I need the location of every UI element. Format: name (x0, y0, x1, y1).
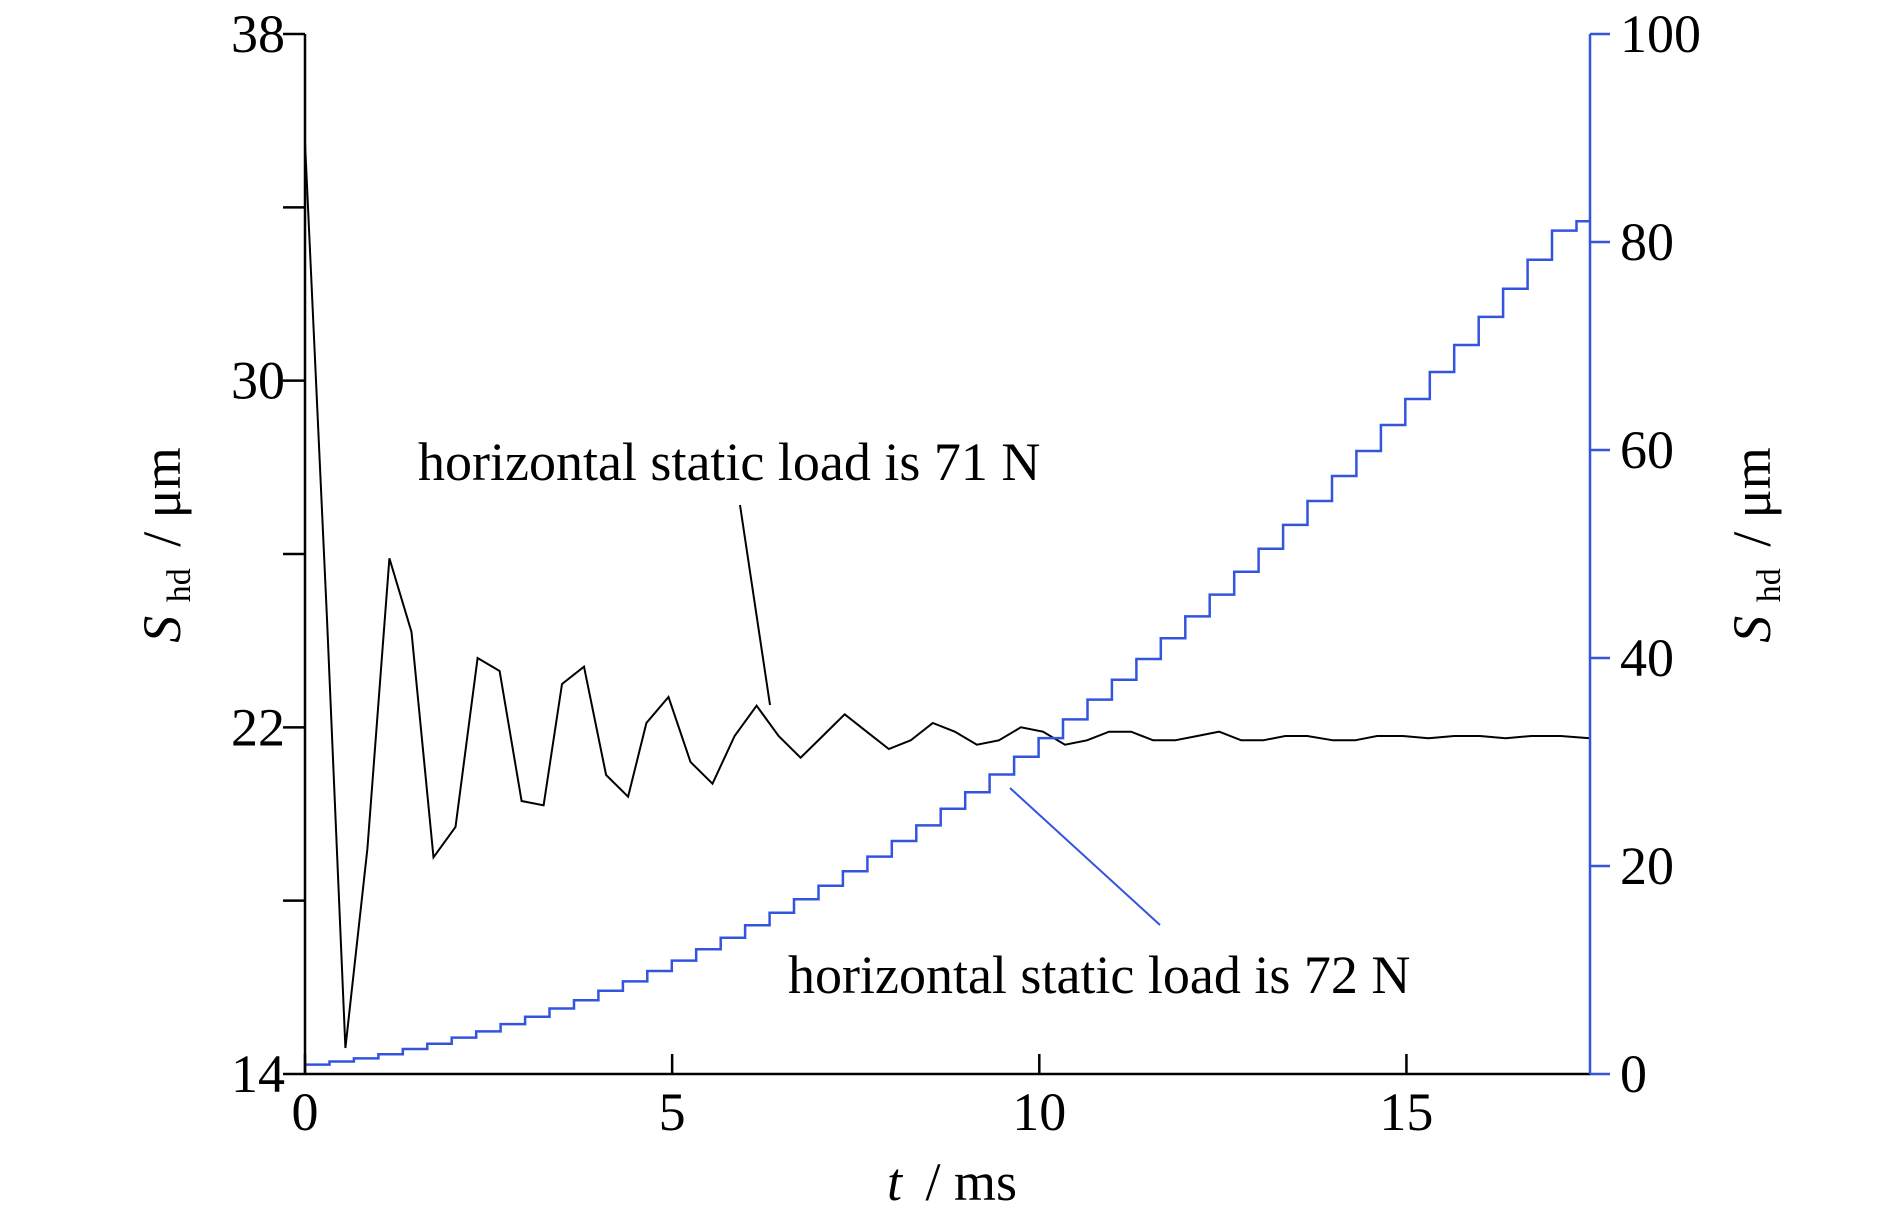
y-right-sub: hd (1751, 568, 1788, 602)
y-left-sub: hd (161, 568, 198, 602)
axes: 14 22 30 38 0 20 40 60 80 100 0 5 10 15 (231, 4, 1701, 1142)
y-right-unit: / μm (1722, 447, 1782, 546)
y-right-tick-label: 100 (1620, 4, 1701, 64)
y-left-tick-label: 38 (231, 4, 285, 64)
y-left-tick-label: 14 (231, 1044, 285, 1104)
y-left-var: S (132, 616, 192, 643)
y-right-tick-label: 40 (1620, 628, 1674, 688)
x-axis-var: t (887, 1152, 904, 1205)
annotation-71n: horizontal static load is 71 N (418, 432, 1040, 492)
y-right-tick-label: 80 (1620, 212, 1674, 272)
plot-area (304, 142, 1591, 1066)
y-right-axis-title: S hd / μm (1722, 447, 1792, 642)
x-tick-label: 15 (1379, 1082, 1433, 1142)
y-right-tick-label: 0 (1620, 1044, 1647, 1104)
y-right-tick-label: 60 (1620, 420, 1674, 480)
x-tick-label: 10 (1012, 1082, 1066, 1142)
annotation-71n-leader (739, 504, 771, 706)
annotation-72n: horizontal static load is 72 N (788, 945, 1410, 1005)
x-axis-title: t / ms (887, 1152, 1017, 1205)
x-axis-unit: / ms (925, 1152, 1017, 1205)
x-tick-label: 0 (292, 1082, 319, 1142)
labels: horizontal static load is 71 N horizonta… (132, 432, 1792, 1205)
y-right-var: S (1722, 616, 1782, 643)
y-left-tick-label: 22 (231, 697, 285, 757)
y-left-tick-label: 30 (231, 351, 285, 411)
y-right-tick-label: 20 (1620, 836, 1674, 896)
y-left-unit: / μm (132, 447, 192, 546)
annotation-72n-leader (1009, 787, 1161, 926)
x-tick-label: 5 (659, 1082, 686, 1142)
y-left-axis-title: S hd / μm (132, 447, 202, 642)
series-72n-step (305, 219, 1590, 1066)
series-71n-line (304, 142, 1591, 1049)
